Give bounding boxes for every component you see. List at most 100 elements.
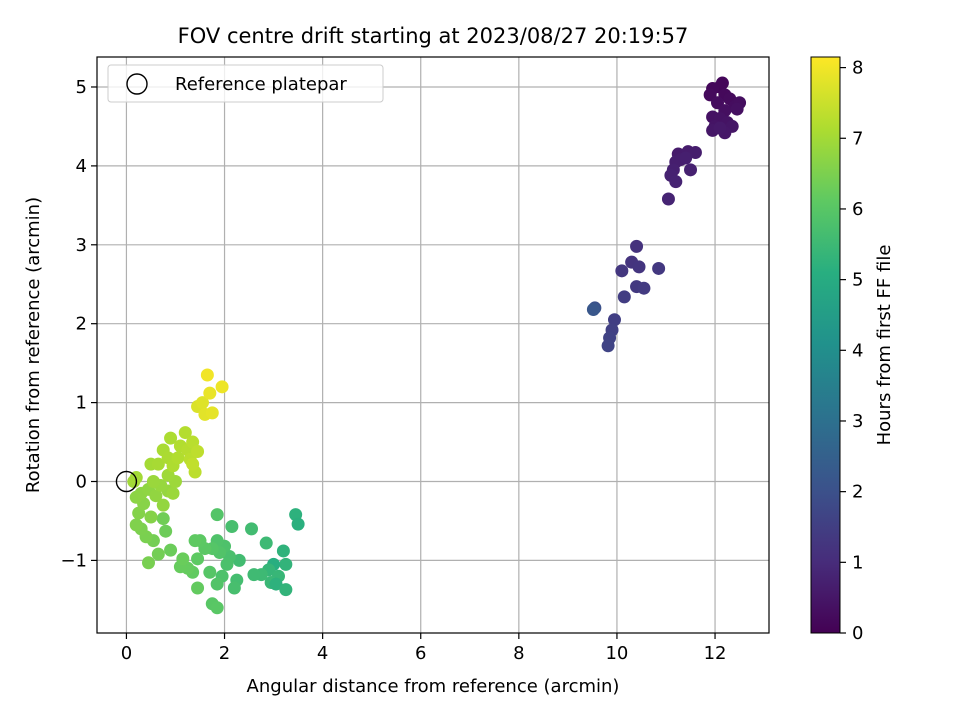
scatter-point [210,577,224,591]
scatter-point [684,163,698,177]
scatter-point [156,498,170,512]
y-tick-label: −1 [60,550,87,571]
scatter-point [688,145,702,159]
legend-label: Reference platepar [175,74,347,95]
grid-lines [97,57,769,633]
colorbar: 0 1 2 3 4 5 6 7 8 Hours from first FF file [810,56,895,644]
scatter-point [205,406,219,420]
x-tick-label: 6 [415,643,426,664]
scatter-point [279,583,293,597]
scatter-point [146,475,160,489]
colorbar-tick-label: 0 [852,623,863,644]
scatter-point [679,151,693,165]
scatter-point [159,524,173,538]
scatter-point [617,290,631,304]
colorbar-tick-label: 3 [852,411,863,432]
x-axis-label: Angular distance from reference (arcmin) [247,676,620,697]
scatter-point [669,175,683,189]
scatter-point [276,544,290,558]
scatter-point [225,519,239,533]
colorbar-label: Hours from first FF file [874,245,895,446]
x-tick-label: 10 [605,643,628,664]
scatter-point [259,536,273,550]
chart-title: FOV centre drift starting at 2023/08/27 … [178,24,689,48]
legend-marker-circle [126,73,148,95]
scatter-point [195,396,209,410]
scatter-point [188,534,202,548]
x-tick-label: 4 [317,643,328,664]
y-tick-label: 0 [76,472,87,493]
scatter-point [269,577,283,591]
scatter-point [715,76,729,90]
scatter-point [186,457,200,471]
reference-platepar-point [115,470,138,493]
scatter-point [166,486,180,500]
scatter-point [661,192,675,206]
scatter-point [191,445,205,459]
scatter-point [156,512,170,526]
scatter-point [601,339,615,353]
x-tick-label: 12 [704,643,727,664]
scatter-point [210,601,224,615]
y-axis-label: Rotation from reference (arcmin) [23,197,44,493]
scatter-point [632,260,646,274]
scatter-point [176,552,190,566]
scatter-point [191,552,205,566]
colorbar-tick-label: 7 [852,128,863,149]
scatter-point [247,568,261,582]
y-tick-label: 1 [76,393,87,414]
x-tick-label: 0 [121,643,132,664]
scatter-point [142,556,156,570]
colorbar-tick-label: 2 [852,482,863,503]
scatter-point [178,426,192,440]
legend-box [107,64,384,103]
scatter-point [615,264,629,278]
scatter-point [164,543,178,557]
x-tick-label: 8 [513,643,524,664]
scatter-point [586,302,600,316]
y-axis-ticks: −1 0 1 2 3 4 5 [60,77,97,571]
colorbar-tick-label: 6 [852,199,863,220]
scatter-point [227,581,241,595]
colorbar-gradient [810,56,841,634]
scatter-point [129,518,143,532]
scatter-point [191,581,205,595]
y-tick-label: 4 [76,156,87,177]
colorbar-ticks: 0 1 2 3 4 5 6 7 8 [840,58,863,644]
y-tick-label: 5 [76,77,87,98]
scatter-point [607,313,621,327]
y-tick-label: 2 [76,314,87,335]
scatter-point [215,380,229,394]
scatter-point [151,547,165,561]
plot-frame [96,56,770,634]
colorbar-tick-label: 1 [852,552,863,573]
scatter-point [203,565,217,579]
scatter-point [637,281,651,295]
reference-marker [115,470,138,493]
scatter-point [203,386,217,400]
scatter-point [245,522,259,536]
scatter-point [210,508,224,522]
scatter-point [730,102,744,116]
scatter-point [630,239,644,253]
legend: Reference platepar [107,64,384,103]
scatter-point [144,510,158,524]
colorbar-tick-label: 4 [852,340,863,361]
x-tick-label: 2 [219,643,230,664]
data-points [127,76,747,615]
x-axis-ticks: 0 2 4 6 8 10 12 [121,633,727,664]
scatter-point [171,451,185,465]
scatter-point [220,557,234,571]
scatter-point [652,261,666,275]
scatter-point [200,368,214,382]
scatter-point [164,431,178,445]
scatter-point [279,557,293,571]
scatter-point [151,457,165,471]
colorbar-tick-label: 8 [852,58,863,79]
scatter-point [232,553,246,567]
scatter-point [291,517,305,531]
y-tick-label: 3 [76,235,87,256]
scatter-point [149,489,163,503]
colorbar-tick-label: 5 [852,270,863,291]
